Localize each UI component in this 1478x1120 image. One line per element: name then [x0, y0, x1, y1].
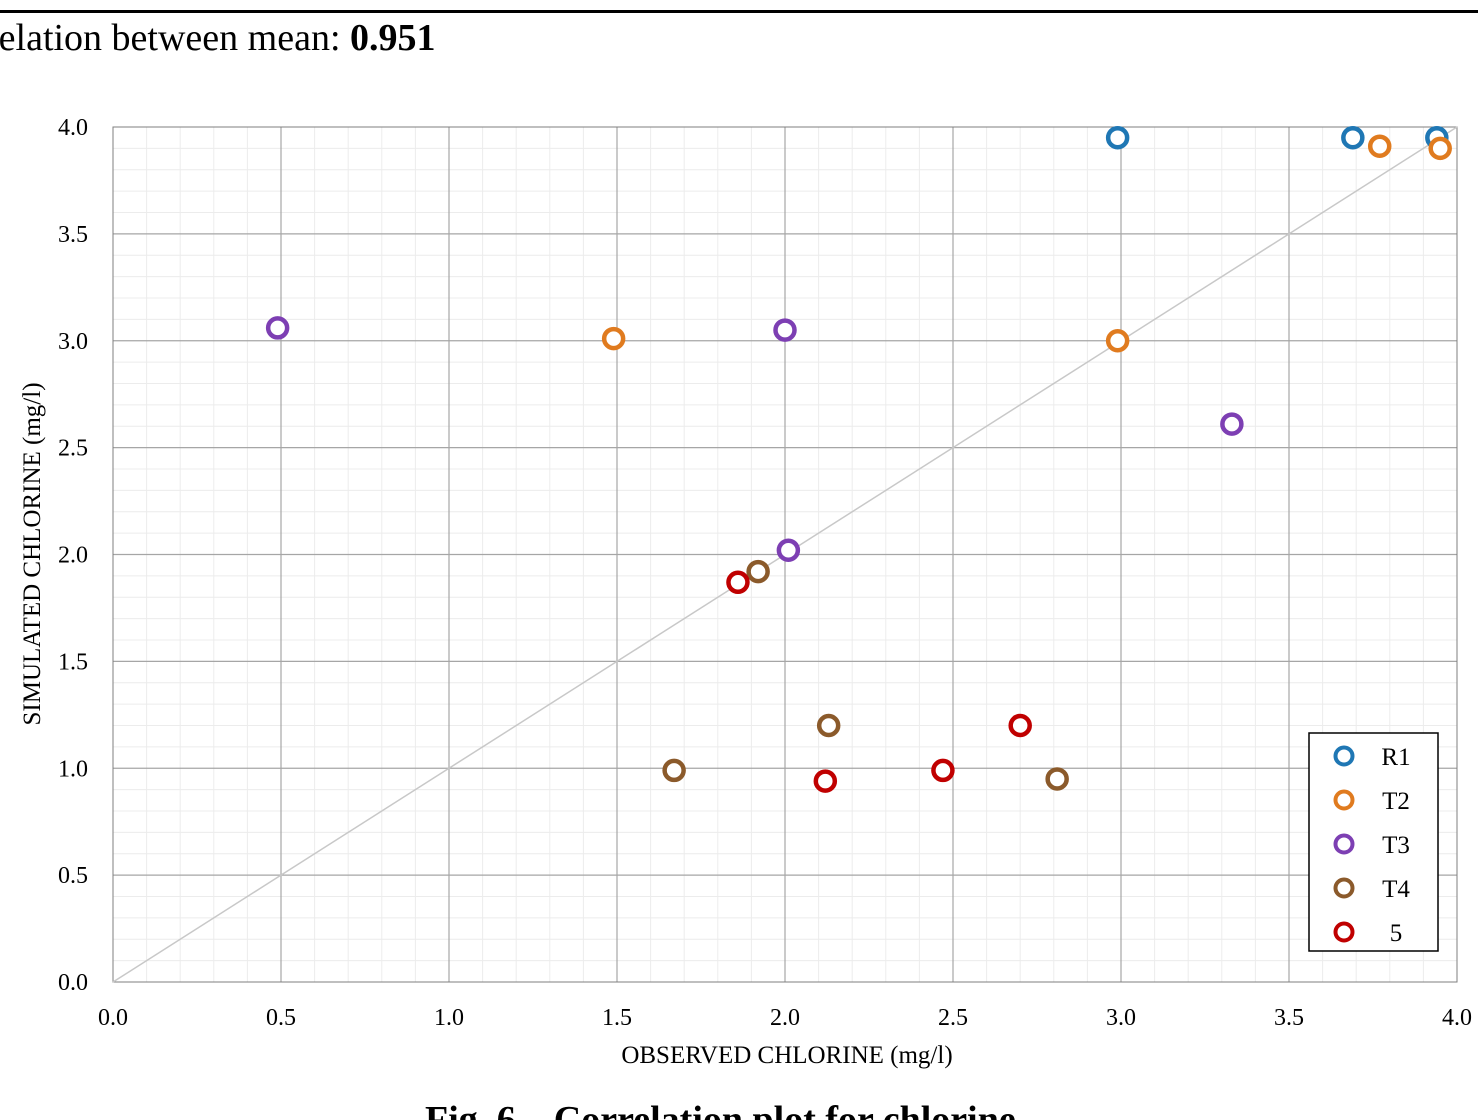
point-r1 — [1341, 125, 1365, 150]
y-axis-ticks: 0.0 0.5 1.0 1.5 2.0 2.5 3.0 3.5 4.0 — [58, 115, 88, 996]
x-tick-label: 0.0 — [98, 1005, 128, 1031]
point-t4 — [816, 713, 841, 738]
point-t3 — [1220, 412, 1244, 436]
legend-label-t4: T4 — [1382, 876, 1410, 903]
x-tick-label: 3.5 — [1274, 1005, 1304, 1031]
legend-label-r1: R1 — [1381, 744, 1410, 771]
correlation-label: relation between mean: — [0, 17, 351, 59]
x-tick-label: 1.5 — [602, 1005, 632, 1031]
legend-marker-t2 — [1333, 789, 1355, 811]
legend-label-t2: T2 — [1382, 788, 1410, 815]
correlation-value: 0.951 — [350, 17, 436, 59]
y-tick-label: 1.0 — [58, 756, 88, 782]
point-t4 — [746, 559, 770, 584]
x-tick-label: 2.0 — [770, 1005, 800, 1031]
point-t4 — [662, 758, 686, 783]
y-tick-label: 0.5 — [58, 863, 88, 889]
point-5 — [813, 769, 838, 793]
legend-marker-r1 — [1333, 745, 1355, 767]
point-t2 — [601, 326, 626, 351]
y-tick-label: 2.0 — [58, 543, 88, 569]
data-points — [265, 125, 1452, 793]
point-5 — [726, 570, 750, 595]
y-tick-label: 3.0 — [58, 329, 88, 355]
top-rule — [0, 10, 1478, 13]
figure-caption: Fig. 6 – Correlation plot for chlorine — [425, 1099, 1016, 1120]
point-r1 — [1105, 125, 1130, 150]
legend-marker-t3 — [1333, 833, 1355, 855]
point-t2 — [1367, 134, 1392, 158]
x-axis-label: OBSERVED CHLORINE (mg/l) — [621, 1042, 952, 1069]
legend-marker-5 — [1333, 921, 1355, 943]
point-5 — [1008, 713, 1032, 738]
y-tick-label: 1.5 — [58, 649, 88, 675]
point-t4 — [1045, 767, 1069, 791]
point-5 — [931, 758, 955, 783]
legend-label-t3: T3 — [1382, 832, 1410, 859]
plot-area — [112, 126, 1458, 983]
y-tick-label: 2.5 — [58, 436, 88, 462]
x-tick-label: 3.0 — [1106, 1005, 1136, 1031]
x-tick-label: 1.0 — [434, 1005, 464, 1031]
point-t3 — [776, 538, 801, 562]
y-tick-label: 0.0 — [58, 970, 88, 996]
legend: R1 T2 T3 T4 5 — [1308, 732, 1439, 952]
x-tick-label: 4.0 — [1442, 1005, 1472, 1031]
y-axis-label: SIMULATED CHLORINE (mg/l) — [19, 382, 46, 725]
legend-label-5: 5 — [1390, 920, 1403, 947]
point-t3 — [773, 318, 797, 342]
point-t2 — [1428, 136, 1452, 161]
legend-box — [1308, 732, 1439, 952]
x-axis-ticks: 0.0 0.5 1.0 1.5 2.0 2.5 3.0 3.5 4.0 — [98, 1005, 1472, 1031]
point-t2 — [1105, 329, 1130, 353]
correlation-summary: relation between mean: 0.951 — [0, 14, 436, 62]
y-tick-label: 4.0 — [58, 115, 88, 141]
x-tick-label: 2.5 — [938, 1005, 968, 1031]
y-tick-label: 3.5 — [58, 222, 88, 248]
legend-marker-t4 — [1333, 877, 1355, 899]
point-t3 — [265, 316, 290, 340]
x-tick-label: 0.5 — [266, 1005, 296, 1031]
